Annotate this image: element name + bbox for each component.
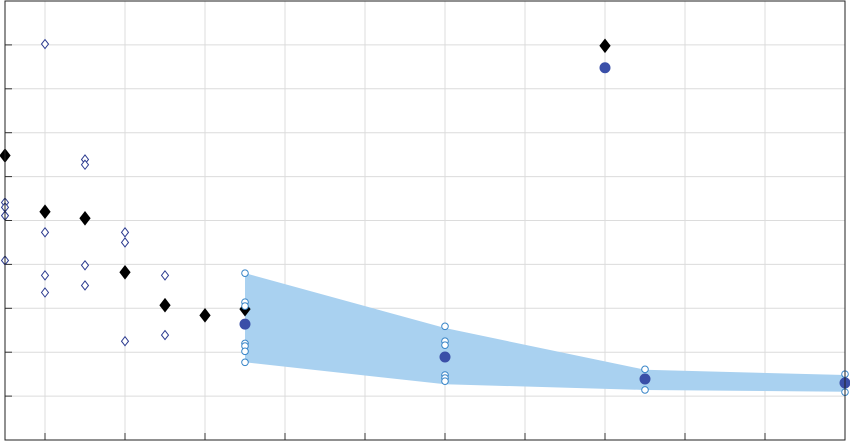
diamond-point	[79, 210, 91, 226]
diamond-point	[199, 308, 211, 323]
circle-point	[241, 347, 249, 356]
circle-point	[241, 269, 249, 277]
diamond-point	[80, 159, 90, 171]
diamond-point	[40, 287, 50, 298]
diamond-point	[120, 335, 130, 347]
diamond-point	[40, 270, 50, 281]
diamond-point	[40, 38, 50, 50]
diamond-point	[599, 38, 611, 54]
plot-frame	[4, 0, 846, 441]
diamond-point	[120, 237, 130, 248]
circle-point	[639, 373, 651, 385]
diamond-point	[40, 227, 50, 238]
circle-point	[441, 377, 449, 385]
circle-point	[441, 322, 449, 331]
confidence-band	[245, 273, 845, 392]
diamond-point	[39, 204, 51, 220]
diamond-point	[80, 259, 90, 271]
diamond-point	[160, 329, 170, 341]
circle-point	[599, 62, 611, 74]
circle-point	[641, 386, 649, 394]
circle-point	[439, 351, 451, 363]
circle-point	[441, 341, 449, 349]
diamond-point	[119, 264, 131, 280]
diamond-point	[159, 297, 171, 313]
circle-point	[641, 365, 649, 374]
circle-point	[241, 358, 249, 367]
diamond-point	[120, 227, 130, 238]
circle-point	[239, 318, 251, 330]
diamond-point	[160, 270, 170, 281]
diamond-point	[80, 280, 90, 291]
circle-point	[241, 302, 249, 310]
